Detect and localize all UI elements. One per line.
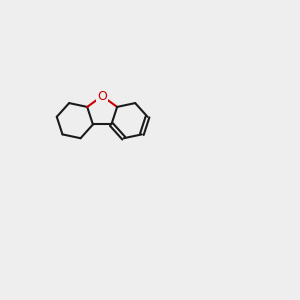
Text: O: O bbox=[97, 90, 107, 103]
